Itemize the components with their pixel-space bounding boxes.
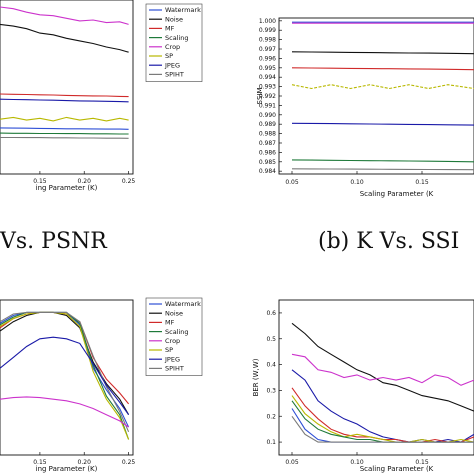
- series-line-scaling: [0, 132, 129, 135]
- y-tick-label: 0.995: [259, 65, 276, 72]
- series-line-jpeg: [291, 369, 474, 443]
- x-tick-label: 0.15: [33, 459, 47, 466]
- series-line-spiht: [0, 311, 130, 433]
- x-axis-label: ing Parameter (K): [36, 465, 98, 473]
- series-line-jpeg: [0, 336, 130, 416]
- y-tick-label: 0.988: [259, 131, 276, 138]
- legend-label-jpeg: JPEG: [164, 61, 180, 69]
- series-line-noise: [291, 51, 474, 55]
- plot-frame: [0, 0, 134, 175]
- legend-label-scaling: Scaling: [165, 328, 189, 336]
- legend-box: [145, 3, 203, 82]
- y-tick-label: 0.2: [266, 413, 276, 420]
- y-tick-label: 0.987: [259, 140, 276, 147]
- legend-label-spiht: SPIHT: [165, 71, 184, 79]
- series-line-sp: [291, 395, 474, 443]
- y-tick-label: 0.5: [266, 336, 276, 343]
- x-tick-label: 0.05: [285, 459, 299, 466]
- plot-frame: [0, 299, 134, 456]
- x-tick-label: 0.15: [33, 178, 47, 185]
- y-tick-label: 0.994: [259, 74, 276, 81]
- legend-label-spiht: SPIHT: [165, 365, 184, 373]
- y-tick-label: 0.993: [259, 84, 276, 91]
- y-tick-label: 0.996: [259, 55, 276, 62]
- y-tick-label: 0.986: [259, 149, 276, 156]
- series-line-scaling: [0, 311, 130, 440]
- series-line-crop: [0, 6, 129, 25]
- series-line-mf: [291, 387, 474, 443]
- plot-frame: [278, 17, 474, 175]
- x-tick-label: 0.25: [122, 178, 136, 185]
- series-line-sp: [291, 84, 474, 90]
- y-tick-label: 0.999: [259, 27, 276, 34]
- x-axis-label: Scaling Parameter (K: [360, 465, 434, 473]
- y-tick-label: 0.1: [266, 439, 276, 446]
- y-axis-label: SSIM: [256, 88, 264, 105]
- series-line-scaling: [291, 159, 474, 163]
- x-tick-label: 0.20: [78, 178, 92, 185]
- y-tick-label: 0.990: [259, 112, 276, 119]
- legend-box: [145, 297, 203, 376]
- series-line-watermark: [0, 311, 130, 428]
- x-tick-label: 0.05: [285, 179, 299, 186]
- legend-label-noise: Noise: [165, 309, 183, 317]
- legend-label-crop: Crop: [165, 43, 180, 51]
- y-tick-label: 0.4: [266, 362, 276, 369]
- series-line-sp: [0, 311, 130, 440]
- series-line-crop: [291, 353, 474, 386]
- x-tick-label: 0.15: [415, 179, 429, 186]
- legend-label-noise: Noise: [165, 15, 183, 23]
- x-tick-label: 0.15: [415, 459, 429, 466]
- y-tick-label: 0.991: [259, 102, 276, 109]
- legend-label-scaling: Scaling: [165, 34, 189, 42]
- series-line-crop: [0, 396, 129, 428]
- caption-a: Vs. PSNR: [0, 229, 108, 254]
- series-line-spiht: [291, 415, 474, 443]
- y-tick-label: 1.000: [259, 18, 276, 25]
- legend-label-jpeg: JPEG: [164, 355, 180, 363]
- legend-label-sp: SP: [165, 52, 173, 60]
- x-tick-label: 0.25: [122, 459, 136, 466]
- legend-label-sp: SP: [165, 346, 173, 354]
- series-line-noise: [291, 322, 474, 412]
- x-axis-label: Scaling Parameter (K: [360, 190, 434, 198]
- series-line-spiht: [291, 168, 474, 171]
- y-tick-label: 0.985: [259, 159, 276, 166]
- y-tick-label: 0.998: [259, 37, 276, 44]
- series-line-sp: [0, 116, 129, 122]
- series-line-watermark: [0, 127, 129, 130]
- legend-label-crop: Crop: [165, 337, 180, 345]
- series-line-scaling: [291, 400, 474, 443]
- series-line-jpeg: [0, 98, 129, 103]
- y-tick-label: 0.997: [259, 46, 276, 53]
- legend-label-mf: MF: [165, 25, 175, 33]
- series-line-noise: [0, 311, 130, 415]
- chart-ber_c: 0.15 0.20 0.25 ing Parameter (K) WatermarkNo…: [0, 297, 203, 473]
- y-tick-label: 0.989: [259, 121, 276, 128]
- y-axis-label: BER (W,W): [252, 358, 260, 396]
- series-line-mf: [291, 67, 474, 71]
- chart-ssim: 0.05 0.10 0.15 0.984 0.985 0.986 0.987 0.988 0.9…: [256, 17, 474, 198]
- caption-b: (b) K Vs. SSI: [318, 229, 459, 254]
- y-tick-label: 0.6: [266, 310, 276, 317]
- chart-psnr: 0.15 0.20 0.25 ing Parameter (K) WatermarkNo…: [0, 0, 203, 192]
- legend-label-watermark: Watermark: [165, 6, 201, 14]
- series-line-mf: [0, 93, 129, 98]
- chart-ber_d: 0.05 0.10 0.15 0.1 0.2 0.3 0.4 0.5 0.6 Scaling Pa…: [252, 299, 474, 473]
- x-tick-label: 0.20: [78, 459, 92, 466]
- series-line-mf: [0, 311, 130, 405]
- legend-label-watermark: Watermark: [165, 300, 201, 308]
- series-line-jpeg: [291, 122, 474, 126]
- y-tick-label: 0.984: [259, 168, 276, 175]
- series-line-spiht: [0, 136, 129, 139]
- y-tick-label: 0.3: [266, 387, 276, 394]
- plot-frame: [278, 299, 474, 456]
- x-axis-label: ing Parameter (K): [36, 184, 98, 192]
- x-tick-label: 0.10: [350, 179, 364, 186]
- series-line-noise: [0, 23, 129, 53]
- x-tick-label: 0.10: [350, 459, 364, 466]
- legend-label-mf: MF: [165, 319, 175, 327]
- y-tick-label: 0.992: [259, 93, 276, 100]
